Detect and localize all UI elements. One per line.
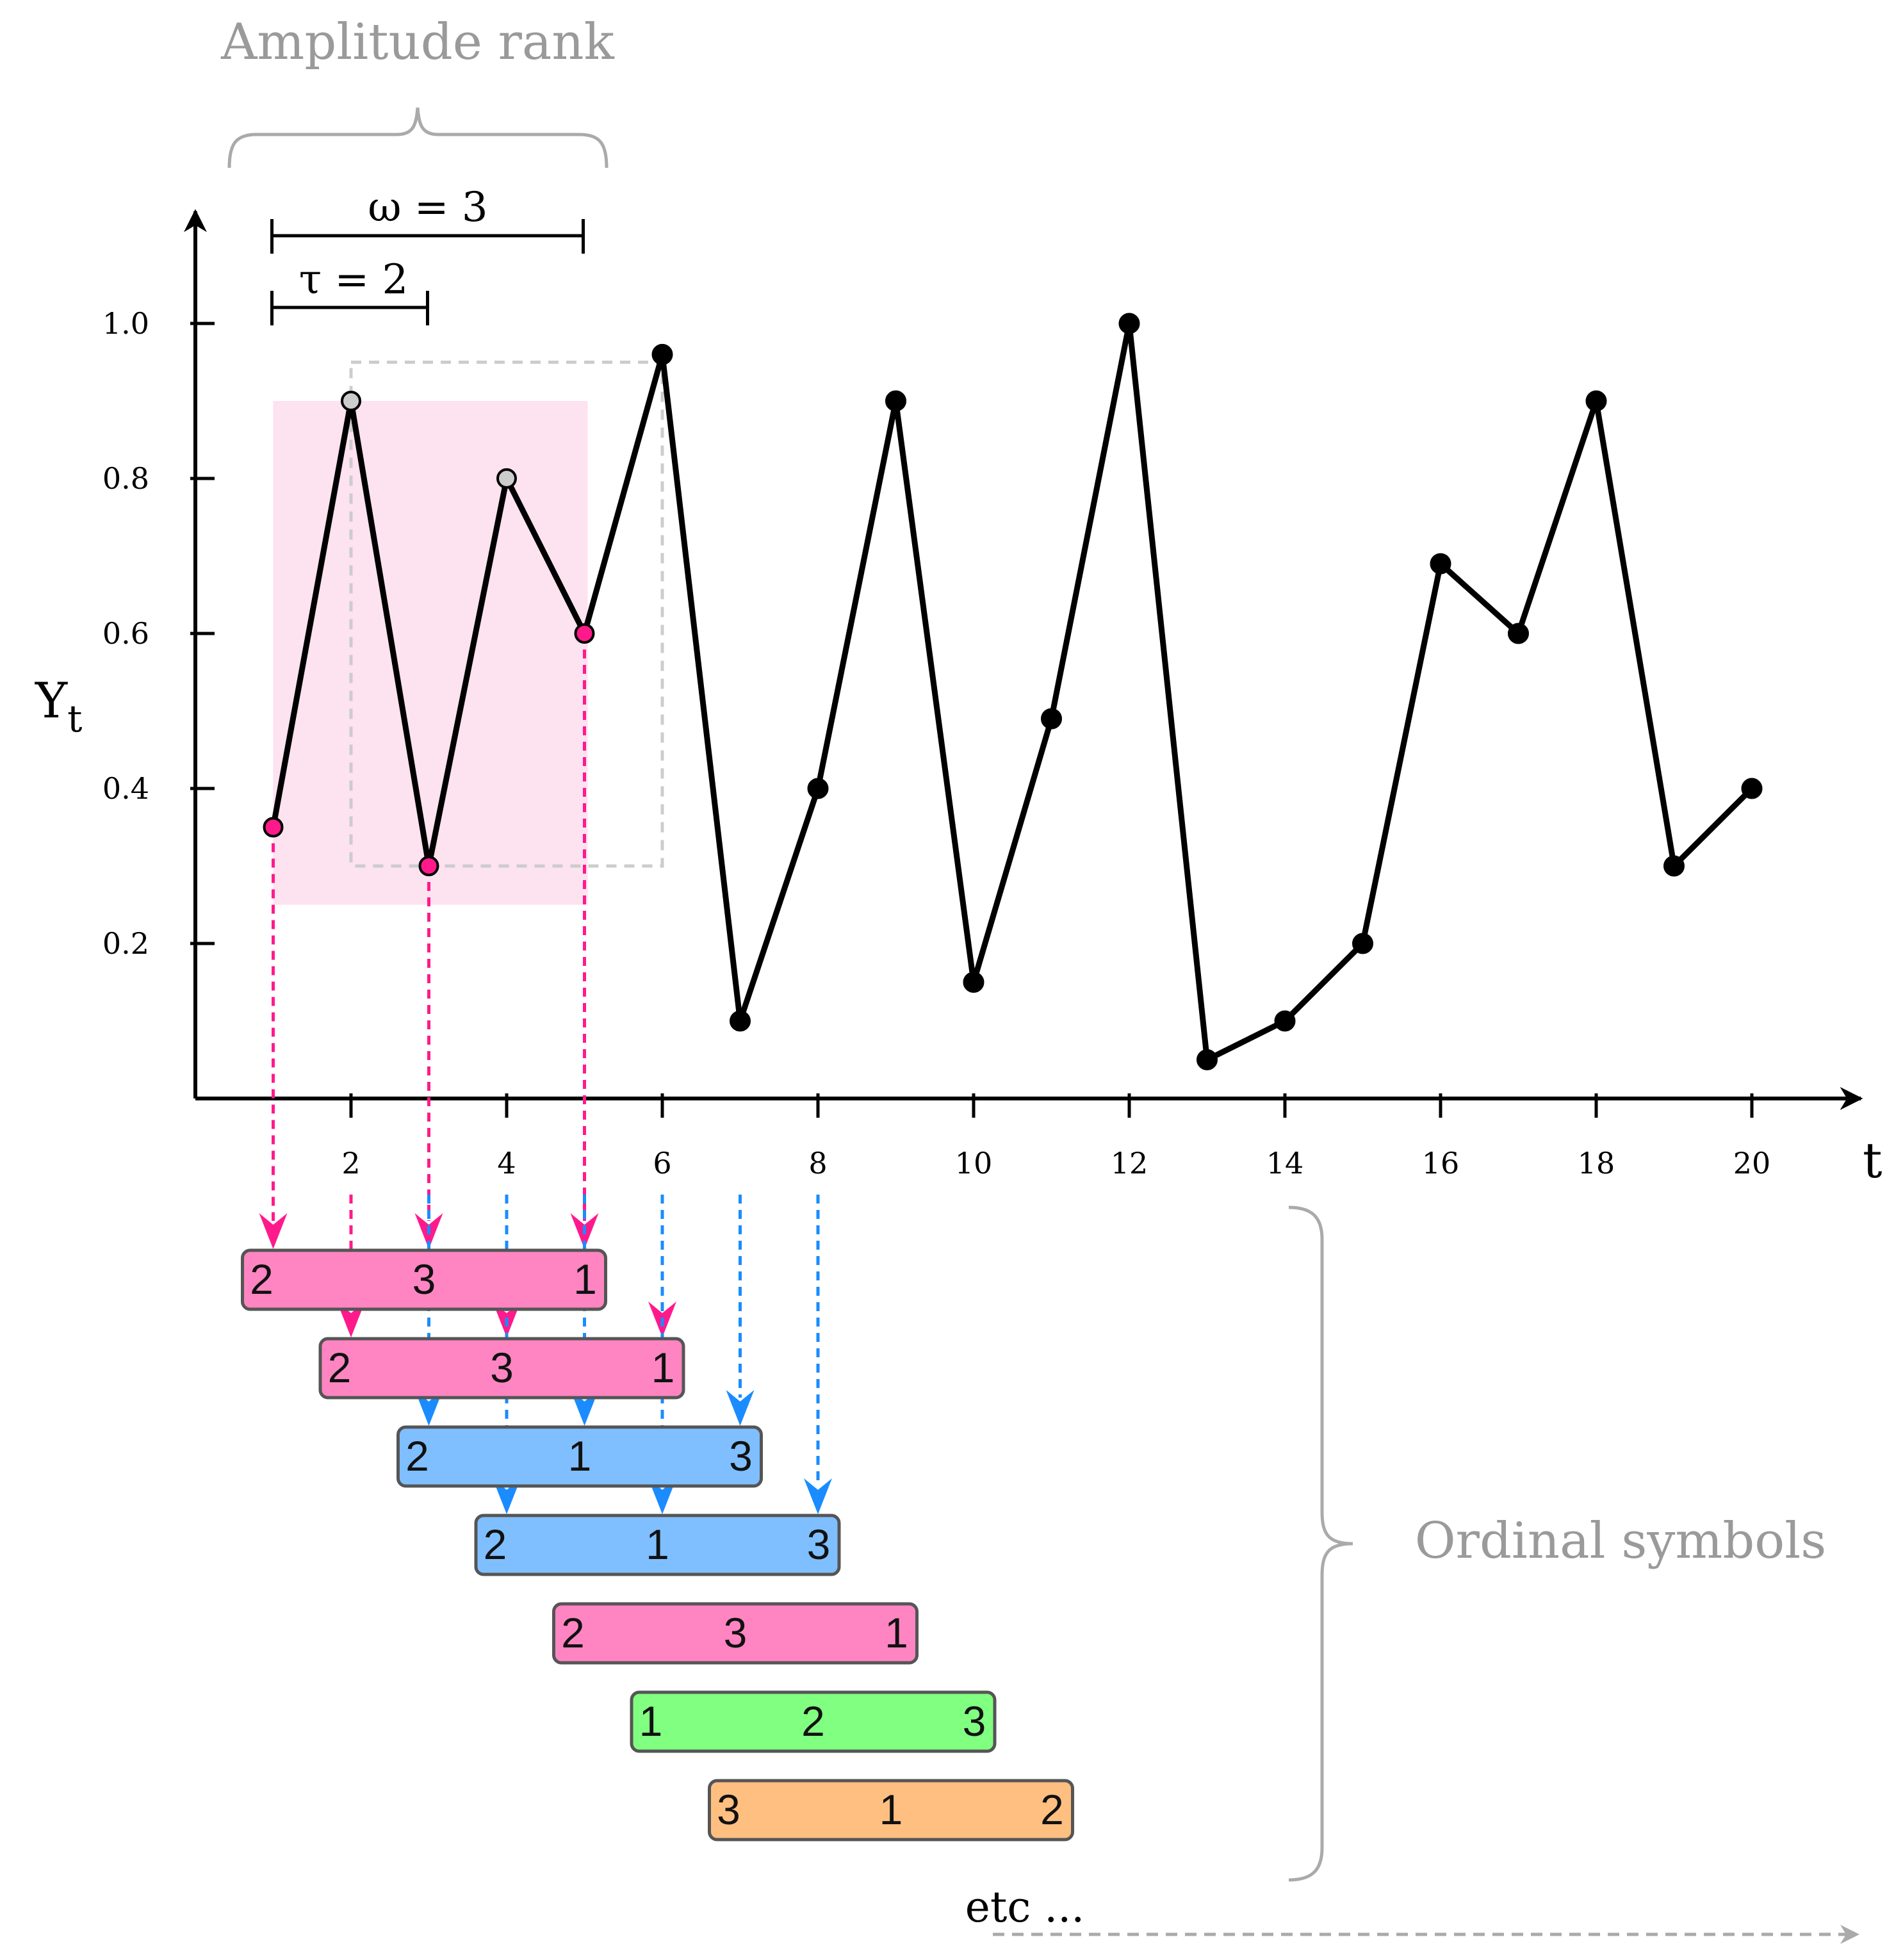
ordinal-symbols-label: Ordinal symbols — [1415, 1512, 1827, 1570]
ordinal-rank: 1 — [879, 1786, 903, 1833]
projection-arrowhead — [259, 1213, 288, 1249]
series-point — [263, 817, 284, 838]
y-tick-label: 0.6 — [102, 616, 149, 651]
x-tick-label: 18 — [1578, 1146, 1615, 1180]
series-point — [574, 623, 595, 644]
projection-arrowhead — [726, 1390, 755, 1426]
series-points — [263, 313, 1763, 1070]
ordinal-rank: 3 — [413, 1255, 436, 1303]
projection-arrowhead — [804, 1478, 832, 1514]
ordinal-symbol-box — [708, 1779, 1074, 1842]
ordinal-symbol-5: 2 3 1 — [552, 1602, 919, 1665]
ordinal-symbol-box — [396, 1425, 763, 1488]
ordinal-rank: 2 — [561, 1609, 585, 1656]
series-point — [1741, 778, 1763, 799]
ordinal-rank: 1 — [651, 1344, 675, 1391]
omega-label: ω = 3 — [368, 184, 487, 231]
first-window-highlight — [273, 401, 588, 905]
y-tick-label: 1.0 — [102, 306, 149, 341]
series-point — [418, 856, 439, 876]
ordinal-rank: 2 — [328, 1344, 352, 1391]
ordinal-rank: 2 — [484, 1521, 507, 1568]
series-point — [1274, 1010, 1296, 1032]
series-point — [1430, 553, 1451, 575]
ordinal-rank: 3 — [724, 1609, 747, 1656]
amplitude-rank-brace — [227, 107, 609, 168]
etc-label: etc ... — [965, 1882, 1084, 1932]
series-point — [1585, 390, 1607, 412]
y-tick-label: 0.8 — [102, 461, 149, 496]
second-window-outline — [349, 361, 664, 868]
ordinal-rank: 1 — [639, 1697, 663, 1745]
series-point — [651, 343, 673, 365]
x-tick-label: 12 — [1111, 1146, 1148, 1180]
x-tick-label: 20 — [1733, 1146, 1771, 1180]
series-point — [1663, 855, 1685, 877]
x-tick-label: 14 — [1266, 1146, 1304, 1180]
ordinal-symbol-4: 2 1 3 — [474, 1514, 841, 1576]
series-point — [1508, 623, 1529, 644]
x-axis-label: t — [1863, 1132, 1883, 1189]
series-point — [496, 468, 517, 489]
tau-label: τ = 2 — [299, 256, 408, 304]
ordinal-symbol-7: 3 1 2 — [708, 1779, 1074, 1842]
ordinal-rank: 1 — [646, 1521, 669, 1568]
tau-bracket — [270, 291, 429, 325]
ordinal-symbol-box — [552, 1602, 919, 1665]
series-point — [1118, 313, 1140, 334]
ordinal-rank: 2 — [801, 1697, 825, 1745]
ordinal-symbol-box — [318, 1337, 685, 1400]
series-point — [1197, 1049, 1218, 1070]
omega-bracket — [270, 219, 585, 254]
x-tick-label: 8 — [808, 1146, 827, 1180]
ordinal-rank: 3 — [717, 1786, 740, 1833]
y-axis-label: Yt — [35, 672, 82, 740]
y-tick-label: 0.4 — [102, 771, 149, 806]
x-tick-label: 6 — [653, 1146, 671, 1180]
ordinal-rank: 1 — [573, 1255, 597, 1303]
series-point — [730, 1010, 751, 1032]
ordinal-rank: 3 — [963, 1697, 986, 1745]
ordinal-symbol-box — [474, 1514, 841, 1576]
x-tick-label: 2 — [341, 1146, 360, 1180]
x-tick-label: 4 — [497, 1146, 516, 1180]
ordinal-rank: 1 — [568, 1432, 592, 1480]
ordinal-symbol-box — [630, 1690, 997, 1753]
x-tick-label: 16 — [1422, 1146, 1460, 1180]
x-ticks: 2 4 6 8 10 12 14 16 18 20 — [341, 1093, 1770, 1180]
y-tick-label: 0.2 — [102, 926, 149, 961]
ordinal-rank: 3 — [807, 1521, 831, 1568]
amplitude-rank-label: Amplitude rank — [220, 13, 615, 71]
y-axis-label-subscript: t — [67, 697, 82, 740]
ordinal-symbol-boxes: 2 3 1 2 3 1 2 1 3 2 1 3 2 3 1 1 2 3 3 1 2 — [241, 1248, 1074, 1842]
ordinal-symbol-1: 2 3 1 — [241, 1248, 607, 1311]
series-line — [270, 320, 1754, 1063]
ordinal-symbols-brace — [1288, 1205, 1353, 1882]
ordinal-symbol-3: 2 1 3 — [396, 1425, 763, 1488]
ordinal-symbol-6: 1 2 3 — [630, 1690, 997, 1753]
ordinal-rank: 3 — [490, 1344, 514, 1391]
ordinal-rank: 1 — [885, 1609, 908, 1656]
series-point — [807, 778, 829, 799]
series-point — [885, 390, 906, 412]
ordinal-symbol-box — [241, 1248, 607, 1311]
ordinal-rank: 2 — [250, 1255, 274, 1303]
ordinal-rank: 2 — [1040, 1786, 1064, 1833]
y-ticks: 0.2 0.4 0.6 0.8 1.0 — [102, 306, 215, 961]
series-point — [1352, 933, 1373, 954]
x-tick-label: 10 — [955, 1146, 993, 1180]
y-axis-label-main: Y — [35, 672, 68, 729]
series-point — [341, 391, 361, 411]
series-point — [1041, 708, 1062, 730]
series-point — [963, 972, 984, 993]
ordinal-rank: 2 — [405, 1432, 429, 1480]
ordinal-symbol-2: 2 3 1 — [318, 1337, 685, 1400]
ordinal-rank: 3 — [729, 1432, 753, 1480]
